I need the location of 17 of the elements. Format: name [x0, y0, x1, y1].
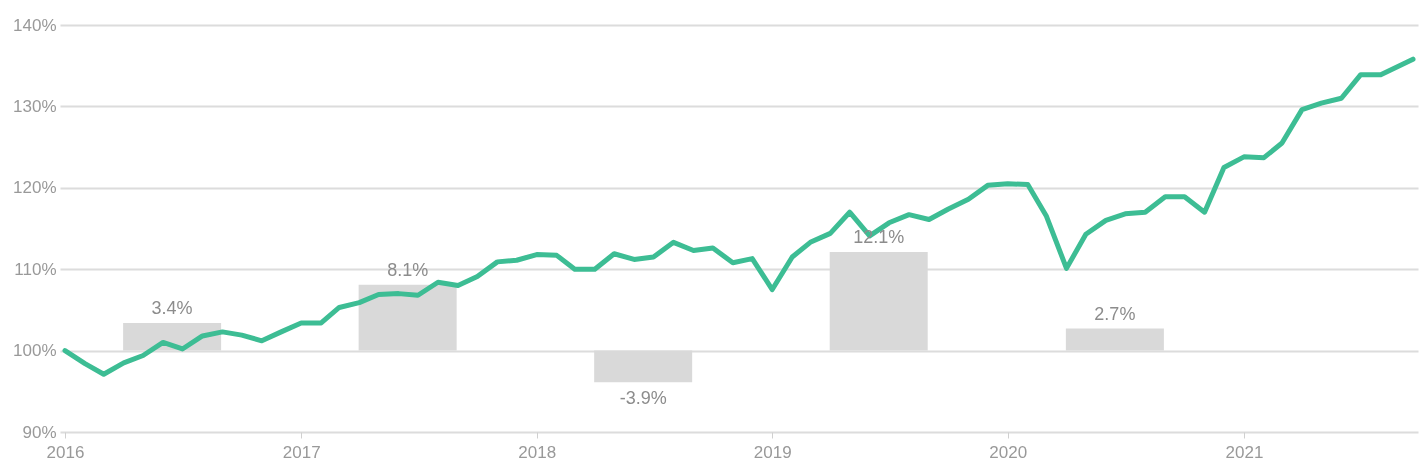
- y-tick-label: 90%: [22, 422, 57, 442]
- x-tick-label: 2021: [1225, 442, 1264, 462]
- y-tick-label: 100%: [13, 341, 57, 361]
- y-tick-label: 110%: [14, 259, 57, 279]
- data-label: 8.1%: [387, 259, 429, 280]
- y-tick-label: 140%: [13, 15, 57, 35]
- x-tick-label: 2018: [518, 442, 557, 462]
- data-label: -3.9%: [619, 388, 667, 409]
- x-tick-label: 2020: [989, 442, 1028, 462]
- y-tick-label: 120%: [13, 178, 57, 198]
- data-label: 2.7%: [1094, 303, 1136, 324]
- x-tick-label: 2019: [753, 442, 792, 462]
- x-tick-label: 2017: [282, 442, 321, 462]
- y-tick-label: 130%: [13, 96, 57, 116]
- data-label: 3.4%: [151, 297, 193, 318]
- x-tick-label: 2016: [46, 442, 85, 462]
- data-label: 12.1%: [853, 227, 905, 248]
